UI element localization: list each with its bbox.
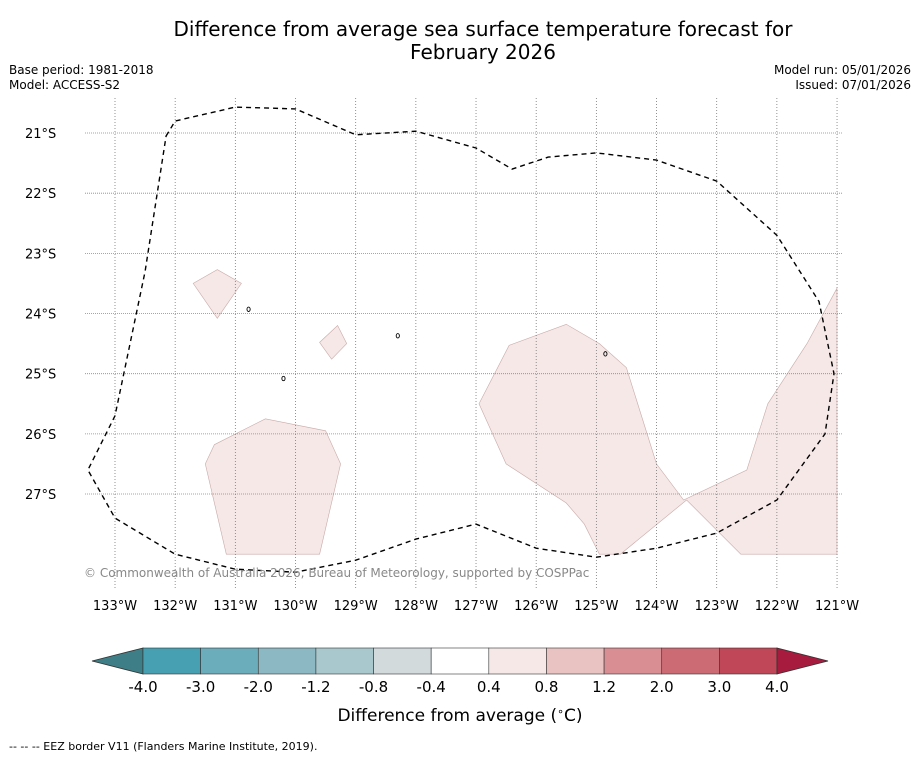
- colorbar-segment: [603, 647, 663, 675]
- colorbar-tick-label: -3.0: [186, 678, 215, 696]
- lon-tick-label: 131°W: [213, 599, 257, 614]
- title-line-2: February 2026: [410, 40, 556, 64]
- lat-tick-label: 26°S: [25, 428, 56, 443]
- island-mark: [603, 351, 608, 357]
- eez-footnote: -- -- -- EEZ border V11 (Flanders Marine…: [9, 740, 318, 753]
- lon-tick-label: 121°W: [815, 599, 859, 614]
- colorbar-segment: [200, 647, 259, 675]
- colorbar-segment: [257, 647, 317, 675]
- island-mark: [395, 333, 400, 339]
- colorbar-segment: [315, 647, 374, 675]
- lat-tick-label: 21°S: [25, 127, 56, 142]
- lon-tick-label: 126°W: [514, 599, 558, 614]
- lat-tick-label: 25°S: [25, 368, 56, 383]
- colorbar-tick-label: -1.2: [301, 678, 330, 696]
- map-title: Difference from average sea surface temp…: [0, 18, 919, 64]
- base-period: Base period: 1981-2018: [9, 63, 154, 77]
- anomaly-region-west-small: [192, 269, 242, 319]
- lon-tick-label: 132°W: [153, 599, 197, 614]
- anomaly-region-diamond: [319, 325, 348, 360]
- anomaly-region-southwest: [204, 418, 341, 555]
- colorbar-tick-label: 0.8: [535, 678, 559, 696]
- colorbar-tick-label: 0.4: [477, 678, 501, 696]
- model-name: Model: ACCESS-S2: [9, 78, 121, 92]
- colorbar-tick-label: 3.0: [707, 678, 731, 696]
- colorbar-tick-label: 1.2: [592, 678, 616, 696]
- issued-date: Issued: 07/01/2026: [795, 78, 911, 92]
- meta-right: Model run: 05/01/2026 Issued: 07/01/2026: [774, 63, 911, 93]
- colorbar-segment: [546, 647, 605, 675]
- map-plot-area: © Commonwealth of Australia 2026, Bureau…: [84, 98, 843, 590]
- anomaly-region-central: [478, 288, 838, 555]
- colorbar-segment: [430, 647, 490, 675]
- colorbar-tick-label: -0.4: [417, 678, 446, 696]
- colorbar-segment: [661, 647, 720, 675]
- lon-tick-label: 130°W: [273, 599, 317, 614]
- title-line-1: Difference from average sea surface temp…: [173, 17, 793, 41]
- island-mark: [246, 306, 251, 312]
- lon-tick-label: 124°W: [634, 599, 678, 614]
- model-run: Model run: 05/01/2026: [773, 63, 911, 77]
- colorbar-extend-high: [776, 647, 829, 675]
- lon-tick-label: 122°W: [755, 599, 799, 614]
- colorbar-segment: [488, 647, 547, 675]
- colorbar-tick-label: 2.0: [650, 678, 674, 696]
- lat-tick-label: 27°S: [25, 488, 56, 503]
- colorbar-segment: [142, 647, 201, 675]
- colorbar-tick-label: -0.8: [359, 678, 388, 696]
- colorbar-extend-low: [91, 647, 144, 675]
- colorbar-tick-label: -4.0: [128, 678, 157, 696]
- lon-tick-label: 127°W: [454, 599, 498, 614]
- island-mark: [281, 375, 286, 382]
- colorbar-tick-label: 4.0: [765, 678, 789, 696]
- lon-tick-label: 125°W: [574, 599, 618, 614]
- meta-left: Base period: 1981-2018 Model: ACCESS-S2: [9, 63, 154, 93]
- copyright-text: © Commonwealth of Australia 2026, Bureau…: [84, 566, 589, 580]
- lat-tick-label: 24°S: [25, 308, 56, 323]
- map-figure: © Commonwealth of Australia 2026, Bureau…: [25, 98, 859, 726]
- colorbar-segment: [373, 647, 432, 675]
- lon-tick-label: 129°W: [334, 599, 378, 614]
- lon-tick-label: 123°W: [695, 599, 739, 614]
- colorbar-tick-label: -2.0: [244, 678, 273, 696]
- lat-tick-label: 22°S: [25, 187, 56, 202]
- lat-tick-label: 23°S: [25, 247, 56, 262]
- lon-tick-label: 133°W: [93, 599, 137, 614]
- colorbar-label: Difference from average (∘C): [337, 705, 582, 726]
- lon-tick-label: 128°W: [394, 599, 438, 614]
- colorbar-segment: [719, 647, 778, 675]
